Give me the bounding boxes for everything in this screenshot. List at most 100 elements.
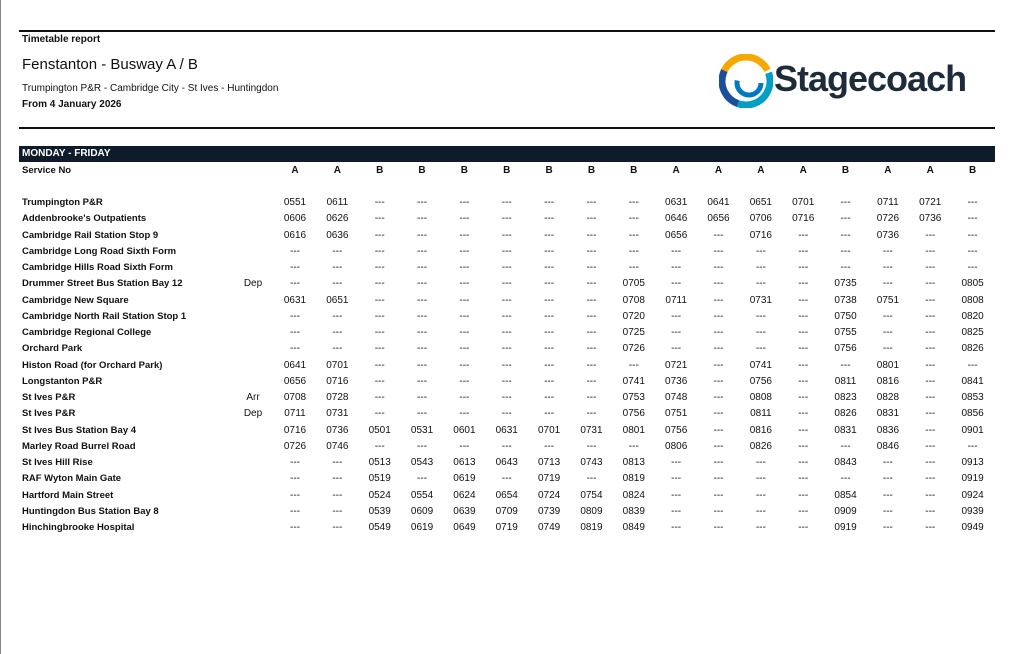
time: 0656	[283, 375, 307, 387]
time: 0756	[622, 408, 645, 420]
time: ---	[501, 262, 512, 273]
time: ---	[459, 440, 470, 452]
time: ---	[544, 343, 555, 355]
time: ---	[925, 262, 936, 273]
stop-name: Addenbrooke's Outpatients	[22, 213, 147, 225]
time: ---	[459, 229, 470, 241]
time: ---	[501, 473, 512, 485]
service-code: A	[291, 165, 299, 176]
time: ---	[332, 278, 343, 290]
time: 0756	[665, 424, 688, 436]
stop-name: Hartford Main Street	[22, 489, 114, 501]
time: ---	[671, 262, 682, 273]
time: 0801	[876, 359, 900, 371]
time: 0613	[453, 457, 476, 468]
time: 0751	[876, 294, 900, 306]
time: ---	[755, 473, 766, 485]
time: 0739	[537, 505, 561, 517]
time: ---	[925, 278, 936, 290]
time: 0811	[834, 375, 857, 387]
time: 0808	[961, 294, 984, 306]
time: ---	[755, 522, 766, 533]
time: ---	[671, 489, 682, 501]
time: 0824	[622, 489, 645, 501]
time: 0743	[580, 457, 603, 468]
arr-dep: Dep	[243, 408, 263, 420]
time: ---	[417, 440, 428, 452]
date: From 4 January 2026	[22, 99, 122, 110]
time: ---	[925, 392, 936, 403]
service-code: B	[503, 165, 511, 176]
time: ---	[840, 245, 851, 257]
stop-name: RAF Wyton Main Gate	[22, 473, 122, 485]
time: 0825	[961, 327, 984, 338]
time: ---	[459, 294, 470, 306]
stop-name: Longstanton P&R	[22, 375, 103, 387]
service-code: B	[968, 165, 977, 176]
time: ---	[798, 440, 809, 452]
time: 0741	[749, 359, 772, 371]
time: ---	[417, 229, 428, 241]
time: ---	[840, 473, 851, 485]
time: ---	[586, 375, 597, 387]
time: ---	[501, 278, 512, 290]
service-code: B	[587, 165, 596, 176]
time: 0901	[961, 424, 984, 436]
time: ---	[290, 343, 300, 355]
time: 0501	[368, 424, 391, 436]
time: 0606	[283, 213, 307, 225]
time: 0919	[834, 522, 857, 533]
time: ---	[544, 229, 555, 241]
time: 0741	[622, 375, 645, 387]
time: ---	[501, 440, 512, 452]
stop-name: Histon Road (for Orchard Park)	[22, 359, 163, 371]
time: ---	[544, 327, 555, 338]
time: 0649	[453, 522, 476, 533]
stop-name: Marley Road Burrel Road	[22, 440, 136, 452]
time: ---	[713, 245, 724, 257]
time: 0725	[622, 327, 645, 338]
time: 0646	[665, 213, 688, 225]
time: ---	[967, 213, 978, 225]
time: 0609	[410, 505, 434, 517]
service-code: A	[799, 165, 807, 176]
time: ---	[374, 310, 385, 322]
time: ---	[544, 375, 555, 387]
time: ---	[332, 327, 343, 338]
time: ---	[840, 440, 851, 452]
stop-name: St Ives P&R	[22, 392, 76, 403]
stop-name: Orchard Park	[22, 343, 83, 355]
time: ---	[544, 440, 555, 452]
stop-name: St Ives P&R	[22, 408, 76, 420]
service-code: A	[333, 165, 341, 176]
time: ---	[882, 505, 893, 517]
time: ---	[417, 327, 428, 338]
time: 0726	[876, 213, 900, 225]
service-code: B	[376, 165, 384, 176]
time: 0724	[537, 489, 561, 501]
time: 0619	[410, 522, 434, 533]
time: 0705	[622, 278, 645, 290]
time: 0701	[537, 424, 561, 436]
time: ---	[290, 245, 300, 257]
time: ---	[925, 327, 936, 338]
time: 0716	[749, 229, 772, 241]
time: 0616	[283, 229, 307, 241]
time: ---	[713, 408, 724, 420]
time: ---	[755, 310, 766, 322]
time: 0919	[961, 473, 984, 485]
time: ---	[882, 278, 893, 290]
time: ---	[925, 522, 936, 533]
time: 0731	[326, 408, 349, 420]
time: ---	[501, 197, 512, 208]
time: ---	[628, 213, 639, 225]
time: ---	[374, 213, 385, 225]
time: 0719	[537, 473, 561, 485]
time: ---	[417, 343, 428, 355]
time: ---	[544, 392, 555, 403]
time: 0816	[876, 375, 900, 387]
time: 0809	[580, 505, 603, 517]
time: 0816	[749, 424, 772, 436]
time: 0854	[834, 489, 857, 501]
time: ---	[713, 473, 724, 485]
